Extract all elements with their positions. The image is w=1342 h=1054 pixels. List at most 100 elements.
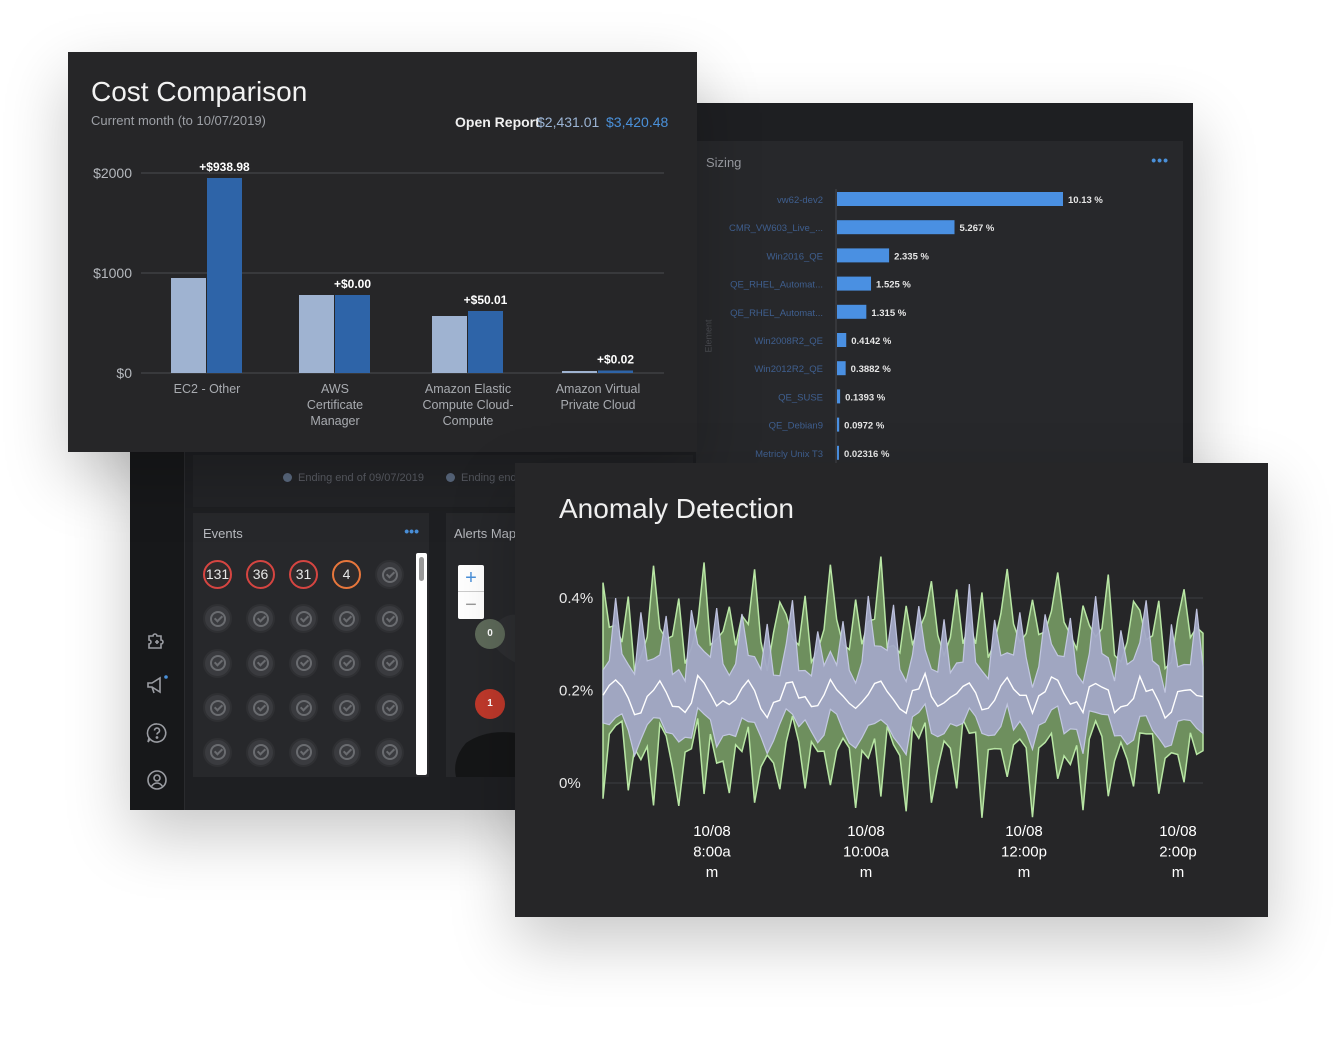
sizing-bar <box>837 417 840 432</box>
cost-ytick-label: $0 <box>116 365 132 381</box>
event-check-icon[interactable] <box>289 604 318 633</box>
event-check-icon[interactable] <box>375 560 404 589</box>
megaphone-icon[interactable] <box>145 673 169 697</box>
sizing-axis-label: Element <box>703 319 714 353</box>
map-pin[interactable]: 1 <box>475 689 505 719</box>
anomaly-xtick-label: 10/08 <box>1159 823 1197 840</box>
event-check-icon[interactable] <box>246 693 275 722</box>
event-check-icon[interactable] <box>375 693 404 722</box>
event-badge[interactable]: 36 <box>246 560 275 589</box>
sizing-category-label: CMR_VW603_Live_... <box>729 223 823 234</box>
legend-item[interactable]: Ending end <box>446 472 517 484</box>
legend-dot-icon <box>446 473 455 482</box>
event-check-icon[interactable] <box>203 648 232 678</box>
cost-ytick-label: $1000 <box>93 265 132 281</box>
event-check-icon[interactable] <box>246 648 275 678</box>
user-icon[interactable] <box>145 768 169 792</box>
event-check-icon[interactable] <box>246 604 275 633</box>
cost-category-label: Certificate <box>307 398 363 412</box>
events-widget: Events ••• 131 36 31 4 <box>193 513 429 777</box>
sizing-value-label: 0.4142 % <box>851 336 892 347</box>
anomaly-xtick-label: 10/08 <box>1005 823 1043 840</box>
event-check-icon[interactable] <box>332 693 361 722</box>
cost-ytick-label: $2000 <box>93 165 132 181</box>
anomaly-xtick-label: 8:00a <box>693 844 731 861</box>
map-pin[interactable]: 0 <box>475 619 505 649</box>
sizing-category-label: vw62-dev2 <box>777 195 823 206</box>
event-check-icon[interactable] <box>332 604 361 633</box>
anomaly-title: Anomaly Detection <box>559 493 795 524</box>
event-check-icon[interactable] <box>203 604 232 633</box>
alerts-map-title: Alerts Map <box>454 526 516 541</box>
cost-annotation: +$0.00 <box>334 277 371 291</box>
cost-bar <box>171 278 206 373</box>
sizing-bar <box>837 333 847 347</box>
sizing-value-label: 0.3882 % <box>851 364 892 375</box>
legend-item[interactable]: Ending end of 09/07/2019 <box>283 472 424 484</box>
total-previous: $2,431.01 <box>537 114 600 130</box>
cost-bar <box>468 311 503 373</box>
puzzle-add-icon[interactable] <box>145 628 169 652</box>
event-check-icon[interactable] <box>289 648 318 678</box>
sizing-value-label: 2.335 % <box>894 251 929 262</box>
events-title: Events <box>203 526 243 541</box>
anomaly-xtick-label: 2:00p <box>1159 844 1197 861</box>
cost-category-label: Amazon Elastic <box>425 382 511 396</box>
event-check-icon[interactable] <box>203 737 232 767</box>
cost-bar <box>598 370 633 373</box>
cost-category-label: Manager <box>310 414 359 428</box>
cost-comparison-card: $0 $1000 $2000 +$938.98 EC2 - Other +$0.00 AWS… <box>68 52 697 452</box>
event-check-icon[interactable] <box>332 648 361 678</box>
anomaly-chart: 0% 0.2% 0.4% 10/08 8:00a m 10/08 10:00a m 10/08 12… <box>559 556 1204 881</box>
events-scrollbar[interactable] <box>416 553 427 775</box>
event-check-icon[interactable] <box>375 604 404 633</box>
help-icon[interactable] <box>145 721 169 745</box>
anomaly-xtick-label: m <box>706 864 719 881</box>
legend-label: Ending end <box>461 472 517 484</box>
sizing-chart: vw62-dev2 10.13 % CMR_VW603_Live_... 5.267 … <box>729 189 1103 471</box>
sizing-value-label: 0.02316 % <box>844 449 890 460</box>
cost-category-label: EC2 - Other <box>174 382 241 396</box>
cost-category-label: AWS <box>321 382 349 396</box>
event-check-icon[interactable] <box>289 693 318 722</box>
cost-annotation: +$50.01 <box>464 293 508 307</box>
event-check-icon[interactable] <box>332 737 361 767</box>
anomaly-inner-band <box>602 583 1204 758</box>
anomaly-xtick-label: 10/08 <box>847 823 885 840</box>
event-check-icon[interactable] <box>246 737 275 767</box>
event-badge[interactable]: 131 <box>203 560 232 589</box>
zoom-out-button[interactable]: − <box>465 594 477 616</box>
sizing-title: Sizing <box>706 155 742 170</box>
sizing-category-label: Win2016_QE <box>766 251 823 262</box>
events-more-button[interactable]: ••• <box>404 523 419 539</box>
anomaly-xtick-label: m <box>1172 864 1185 881</box>
cost-bar <box>432 316 467 373</box>
cost-category-label: Private Cloud <box>560 398 635 412</box>
event-check-icon[interactable] <box>375 737 404 767</box>
event-check-icon[interactable] <box>203 693 232 722</box>
sizing-category-label: QE_Debian9 <box>769 421 823 432</box>
zoom-in-button[interactable]: + <box>458 565 484 592</box>
cost-annotation: +$0.02 <box>597 353 634 367</box>
cost-chart: $0 $1000 $2000 +$938.98 EC2 - Other +$0.00 AWS… <box>93 160 664 428</box>
sizing-category-label: Metricly Unix T3 <box>755 449 823 460</box>
event-check-icon[interactable] <box>289 737 318 767</box>
cost-title: Cost Comparison <box>91 76 308 107</box>
sizing-bar <box>837 220 955 235</box>
open-report-link[interactable]: Open Report <box>455 114 540 130</box>
sizing-value-label: 5.267 % <box>960 223 995 234</box>
cost-bar <box>299 295 334 373</box>
cost-category-label: Compute Cloud- <box>422 398 513 412</box>
cost-bar <box>562 371 597 373</box>
sizing-bar <box>837 276 872 291</box>
anomaly-xtick-label: 12:00p <box>1001 844 1047 861</box>
event-check-icon[interactable] <box>375 648 404 678</box>
sizing-bar <box>837 304 867 319</box>
event-badge[interactable]: 31 <box>289 560 318 589</box>
event-badge[interactable]: 4 <box>332 560 361 589</box>
sizing-more-button[interactable]: ••• <box>1151 152 1169 168</box>
sizing-value-label: 0.1393 % <box>845 392 886 403</box>
cost-category-label: Amazon Virtual <box>556 382 641 396</box>
sizing-bar <box>837 389 841 404</box>
sizing-category-label: QE_RHEL_Automat... <box>730 308 823 319</box>
